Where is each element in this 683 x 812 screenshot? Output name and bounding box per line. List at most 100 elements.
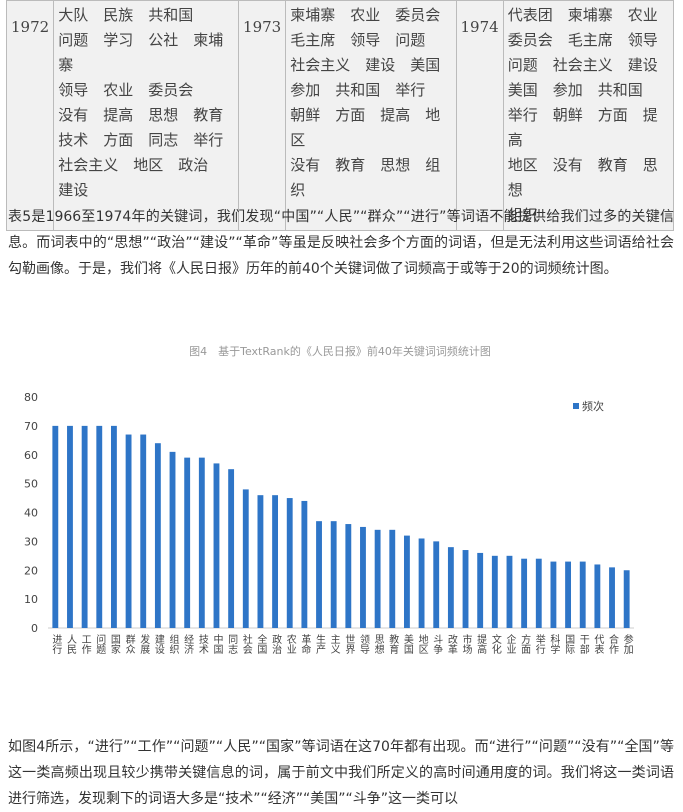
x-tick-label: 地区: [416, 633, 428, 654]
y-tick-label: 50: [24, 478, 38, 491]
keyword-line: 建设: [58, 181, 89, 199]
chart-title: 图4 基于TextRank的《人民日报》前40年关键词词频统计图: [189, 344, 491, 358]
paragraph: 表5是1966至1974年的关键词，我们发现“中国”“人民”“群众”“进行”等词…: [8, 209, 674, 277]
x-tick-label: 国家: [108, 634, 120, 654]
keyword-line: 柬埔寨 农业 委员会: [290, 6, 441, 24]
keyword-line: 委员会 毛主席 领导: [507, 31, 658, 49]
x-tick-label: 组织: [167, 633, 179, 655]
bar: [110, 425, 117, 628]
year: 1972: [5, 0, 55, 231]
bar: [67, 425, 73, 628]
bar: [345, 524, 352, 628]
x-tick-label: 中国: [211, 633, 223, 655]
x-tick-label: 同志: [226, 634, 238, 654]
bar: [623, 570, 630, 628]
bar: [213, 463, 220, 628]
bar: [389, 529, 396, 628]
x-tick-label: 美国: [401, 633, 413, 655]
y-tick-label: 10: [24, 593, 38, 606]
x-tick-label: 方面: [519, 633, 531, 655]
x-tick-label: 全国: [255, 633, 267, 655]
bar: [257, 495, 264, 628]
keyword-line: 问题 学习 公社 柬埔寨: [58, 31, 224, 74]
keyword-line: 问题 社会主义 建设: [507, 56, 658, 74]
x-tick-label: 建设: [152, 633, 164, 655]
x-tick-label: 市场: [460, 633, 472, 655]
keywords: 大队 民族 共和国问题 学习 公社 柬埔寨领导 农业 委员会没有 提高 思想 教…: [53, 0, 240, 231]
keyword-line: 举行 朝鲜 方面 提高: [507, 106, 658, 149]
x-tick-label: 举行: [533, 633, 545, 655]
x-tick-label: 世界: [343, 634, 355, 655]
x-tick-label: 问题: [94, 633, 106, 654]
x-tick-label: 社会: [240, 633, 252, 655]
bar: [316, 521, 322, 628]
x-tick-label: 发展: [138, 633, 150, 655]
y-tick-label: 30: [24, 535, 38, 548]
y-tick-label: 80: [24, 391, 38, 404]
keyword-line: 没有 提高 思想 教育: [58, 106, 224, 124]
x-tick-label: 国际: [563, 634, 575, 655]
keyword-line: 领导 农业 委员会: [58, 81, 194, 99]
keywords: 柬埔寨 农业 委员会 毛主席 领导 问题 社会主义 建设 美国 参加 共和国 举行朝鲜…: [285, 0, 457, 231]
paragraph: 如图4所示，“进行”“工作”“问题”“人民”“国家”等词语在这70年都有出现。而…: [8, 739, 674, 807]
keyword-line: 社会主义 建设 美国: [290, 56, 441, 74]
bar: [140, 434, 147, 628]
bar: [418, 538, 425, 628]
y-tick-label: 40: [24, 507, 38, 520]
x-tick-label: 代表: [592, 634, 604, 655]
x-tick-label: 工作: [79, 634, 91, 654]
x-tick-label: 人民: [64, 634, 76, 655]
bar: [125, 434, 132, 628]
bar: [565, 561, 572, 628]
x-tick-label: 领导: [357, 633, 369, 654]
keyword-line: 技术 方面 同志 举行: [58, 131, 224, 149]
bar: [169, 451, 176, 628]
x-tick-label: 提高: [475, 634, 487, 655]
keyword-line: 参加 共和国 举行: [290, 81, 426, 99]
bar: [521, 558, 528, 628]
y-tick-label: 60: [24, 449, 38, 462]
bar: [184, 457, 191, 628]
bar: [579, 561, 586, 628]
x-tick-label: 革命: [299, 633, 311, 655]
bar: [96, 425, 103, 628]
keyword-line: 大队 民族 共和国: [58, 6, 194, 24]
x-tick-label: 农业: [284, 633, 296, 654]
bar: [550, 561, 557, 628]
bar: [609, 567, 615, 628]
keyword-table: 1972 大队 民族 共和国问题 学习 公社 柬埔寨领导 农业 委员会没有 提高 …: [5, 0, 675, 231]
keyword-line: 毛主席 领导 问题: [290, 31, 426, 49]
x-tick-label: 科学: [548, 633, 560, 654]
bar: [462, 550, 469, 628]
x-tick-label: 进行: [50, 634, 62, 655]
bar: [594, 564, 601, 628]
x-tick-label: 经济: [182, 633, 194, 654]
x-tick-label: 教育: [387, 633, 399, 655]
keyword-line: 代表团 柬埔寨 农业: [507, 6, 658, 24]
bar: [301, 500, 308, 628]
bar: [360, 526, 366, 628]
keywords: 代表团 柬埔寨 农业 委员会 毛主席 领导 问题 社会主义 建设 美国 参加 共和国举…: [502, 0, 675, 231]
x-tick-label: 思想: [372, 634, 384, 654]
y-tick-label: 20: [24, 564, 38, 577]
x-tick-label: 政治: [270, 633, 282, 655]
x-tick-label: 技术: [196, 633, 208, 655]
bar: [242, 489, 249, 628]
bar: [447, 547, 454, 628]
year: 1974: [455, 0, 504, 231]
y-tick-label: 0: [31, 622, 38, 635]
bar: [228, 469, 235, 628]
year: 1973: [238, 0, 287, 231]
chart: 图4 基于TextRank的《人民日报》前40年关键词词频统计图 0 10 20 30…: [24, 344, 634, 655]
keyword-line: 没有 教育 思想 组织: [290, 156, 441, 199]
bar: [81, 425, 88, 628]
legend-label: 频次: [582, 399, 604, 413]
bar: [433, 541, 440, 628]
bar: [330, 521, 337, 628]
bar: [272, 495, 279, 628]
bar: [535, 558, 542, 628]
x-tick-label: 合作: [607, 633, 619, 654]
x-tick-label: 干部: [577, 634, 589, 655]
keyword-line: 朝鲜 方面 提高 地区: [290, 106, 441, 149]
x-tick-label: 参加: [621, 633, 633, 654]
